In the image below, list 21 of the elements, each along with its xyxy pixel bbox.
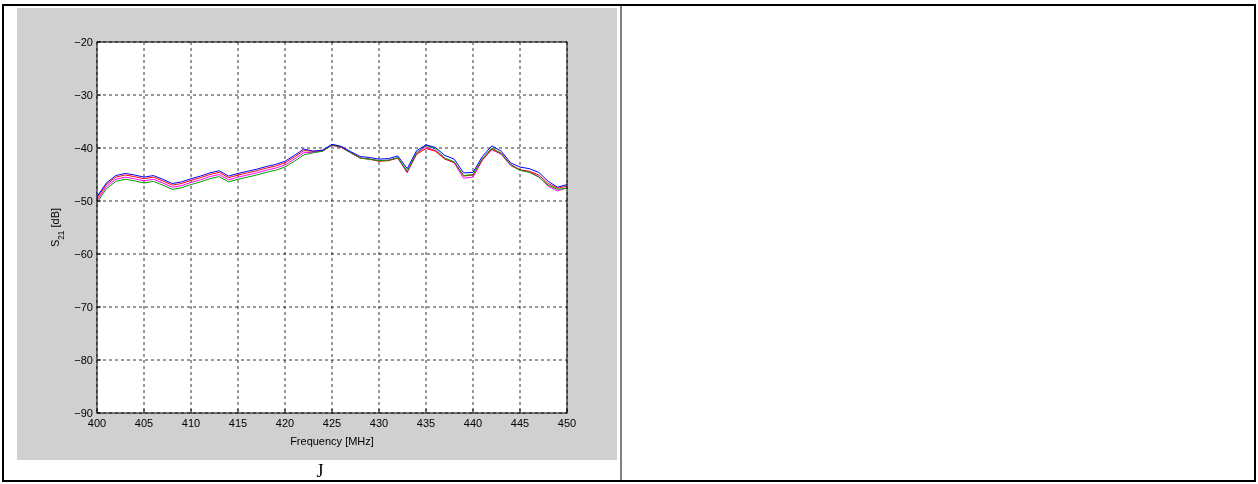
x-tick-label: 445 bbox=[510, 417, 530, 429]
x-axis-title: Frequency [MHz] bbox=[290, 435, 374, 447]
y-tick-label: −20 bbox=[74, 36, 93, 48]
y-tick-label: −50 bbox=[74, 195, 93, 207]
x-tick-label: 425 bbox=[322, 417, 342, 429]
x-tick-label: 420 bbox=[275, 417, 295, 429]
y-tick-label: −40 bbox=[74, 142, 93, 154]
x-tick-label: 400 bbox=[87, 417, 107, 429]
x-tick-label: 435 bbox=[416, 417, 436, 429]
x-tick-label: 450 bbox=[557, 417, 577, 429]
x-tick-label: 410 bbox=[181, 417, 201, 429]
x-tick-label: 440 bbox=[463, 417, 483, 429]
text: J bbox=[316, 461, 324, 481]
y-tick-label: −90 bbox=[74, 407, 93, 419]
y-tick-label: −70 bbox=[74, 301, 93, 313]
y-tick-label: −80 bbox=[74, 354, 93, 366]
y-tick-label: −60 bbox=[74, 248, 93, 260]
x-tick-label: 430 bbox=[369, 417, 389, 429]
x-tick-label: 405 bbox=[134, 417, 154, 429]
x-tick-label: 415 bbox=[228, 417, 248, 429]
y-tick-label: −30 bbox=[74, 89, 93, 101]
